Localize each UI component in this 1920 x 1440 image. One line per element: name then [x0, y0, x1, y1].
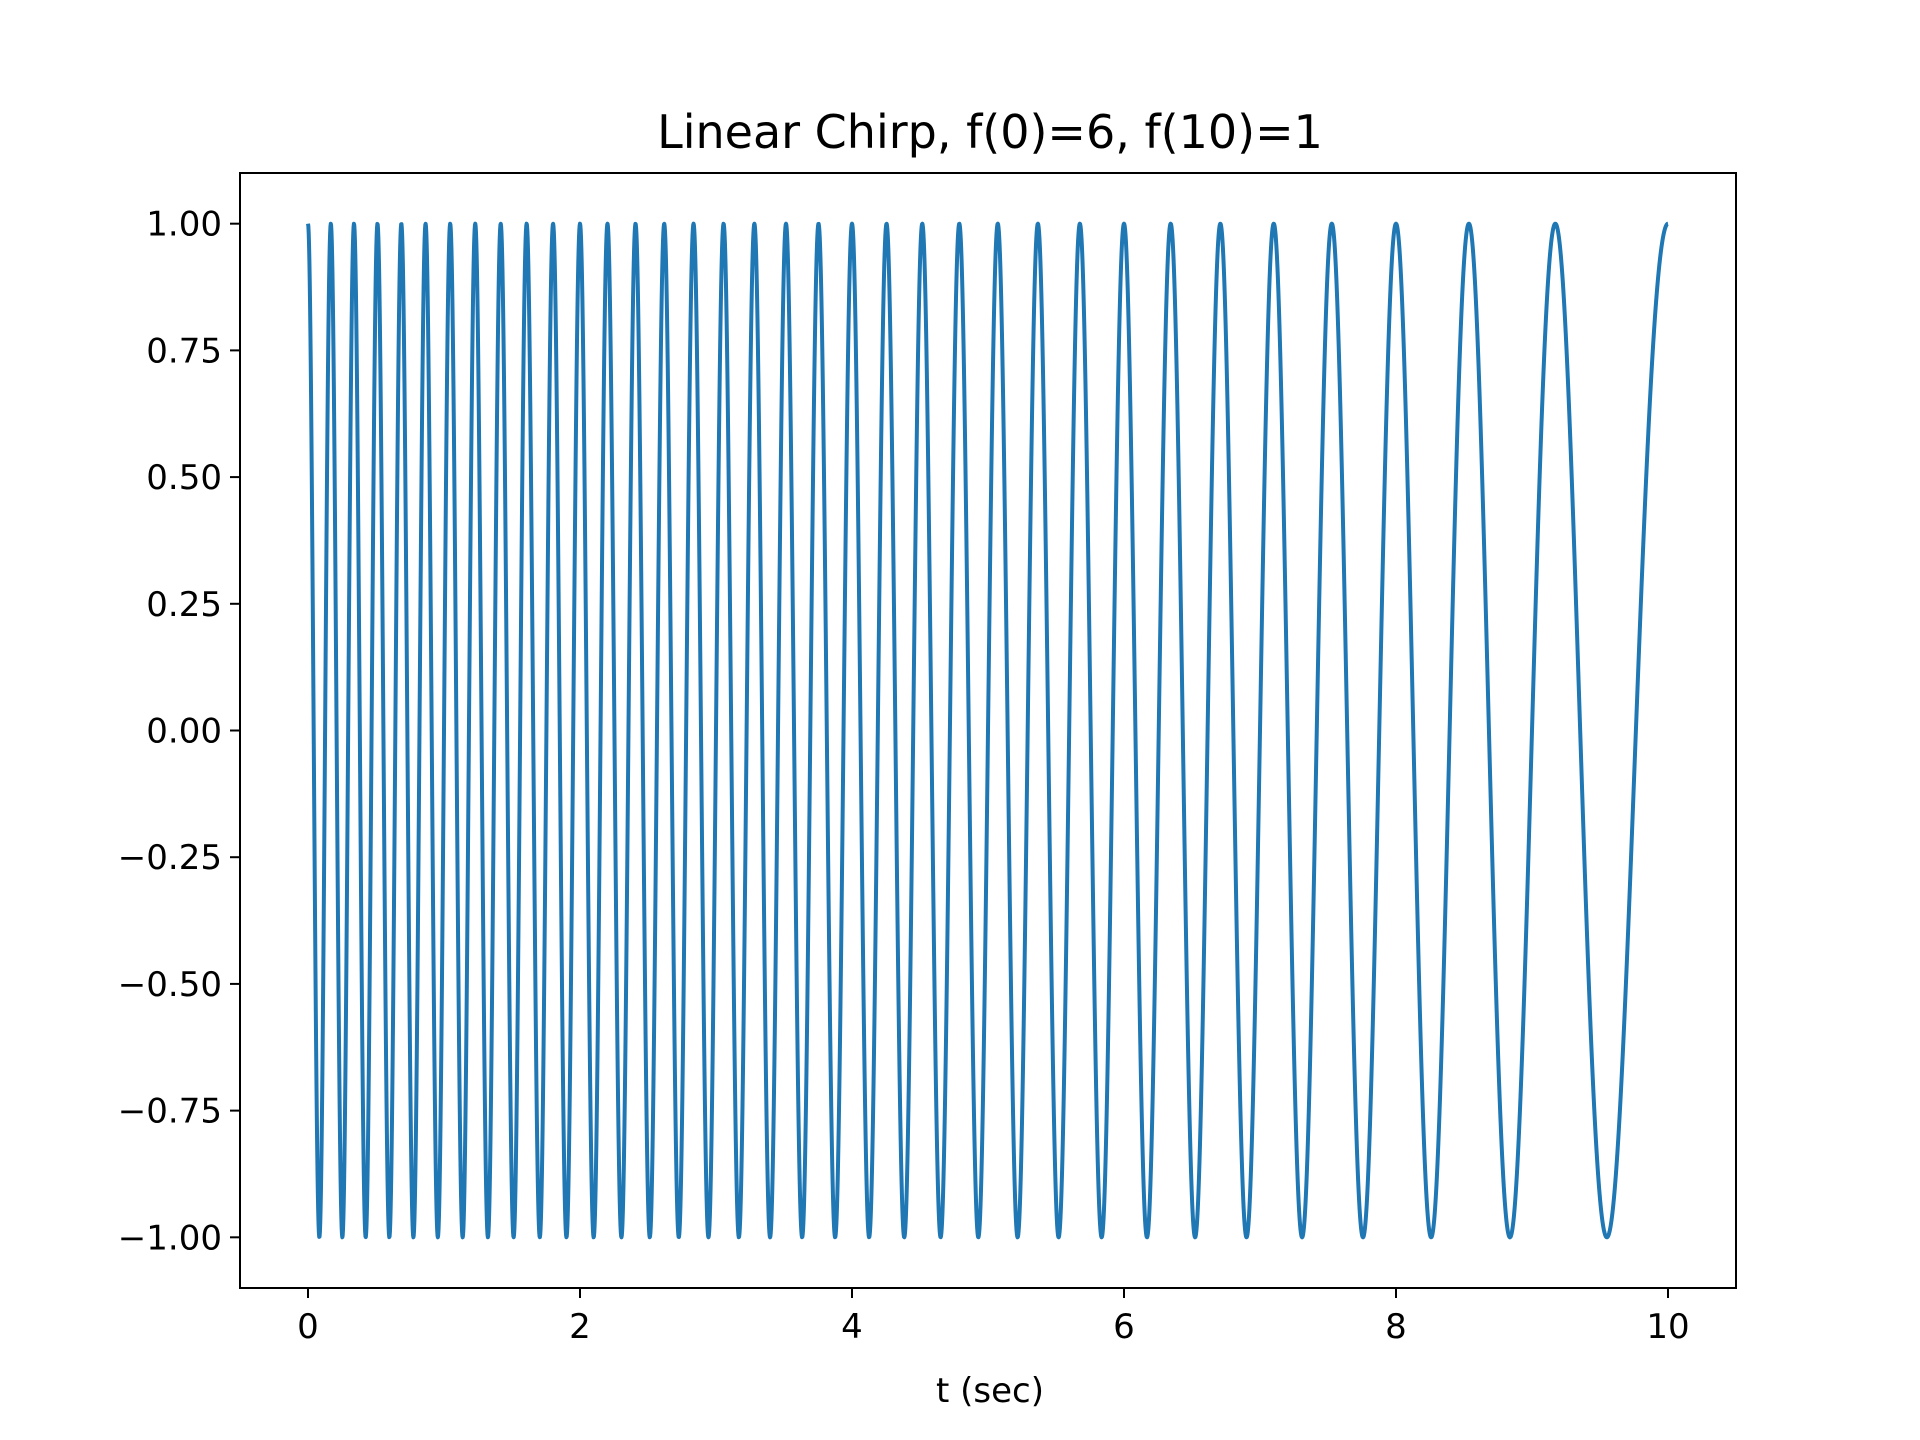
y-tick-label: −0.25 [118, 838, 222, 878]
y-tick-label: −0.50 [118, 965, 222, 1005]
chart-title: Linear Chirp, f(0)=6, f(10)=1 [657, 105, 1323, 159]
x-tick-label: 2 [569, 1307, 591, 1347]
y-tick-label: 0.75 [146, 331, 222, 371]
y-tick-label: 0.25 [146, 585, 222, 625]
x-axis: 0 2 4 6 8 10 [297, 1288, 1690, 1347]
y-tick-label: −1.00 [118, 1218, 222, 1258]
x-tick-label: 0 [297, 1307, 319, 1347]
x-tick-label: 8 [1385, 1307, 1407, 1347]
y-tick-label: −0.75 [118, 1092, 222, 1132]
x-axis-label: t (sec) [936, 1371, 1044, 1411]
y-axis: 1.00 0.75 0.50 0.25 0.00 −0.25 −0.50 −0.75 −1.00 [118, 205, 240, 1258]
y-tick-label: 0.50 [146, 458, 222, 498]
x-tick-label: 10 [1646, 1307, 1689, 1347]
series-line-chirp [306, 221, 1670, 1240]
y-tick-label: 0.00 [146, 712, 222, 752]
x-tick-label: 6 [1113, 1307, 1135, 1347]
x-tick-label: 4 [841, 1307, 863, 1347]
plot-area [306, 221, 1670, 1240]
y-tick-label: 1.00 [146, 205, 222, 245]
